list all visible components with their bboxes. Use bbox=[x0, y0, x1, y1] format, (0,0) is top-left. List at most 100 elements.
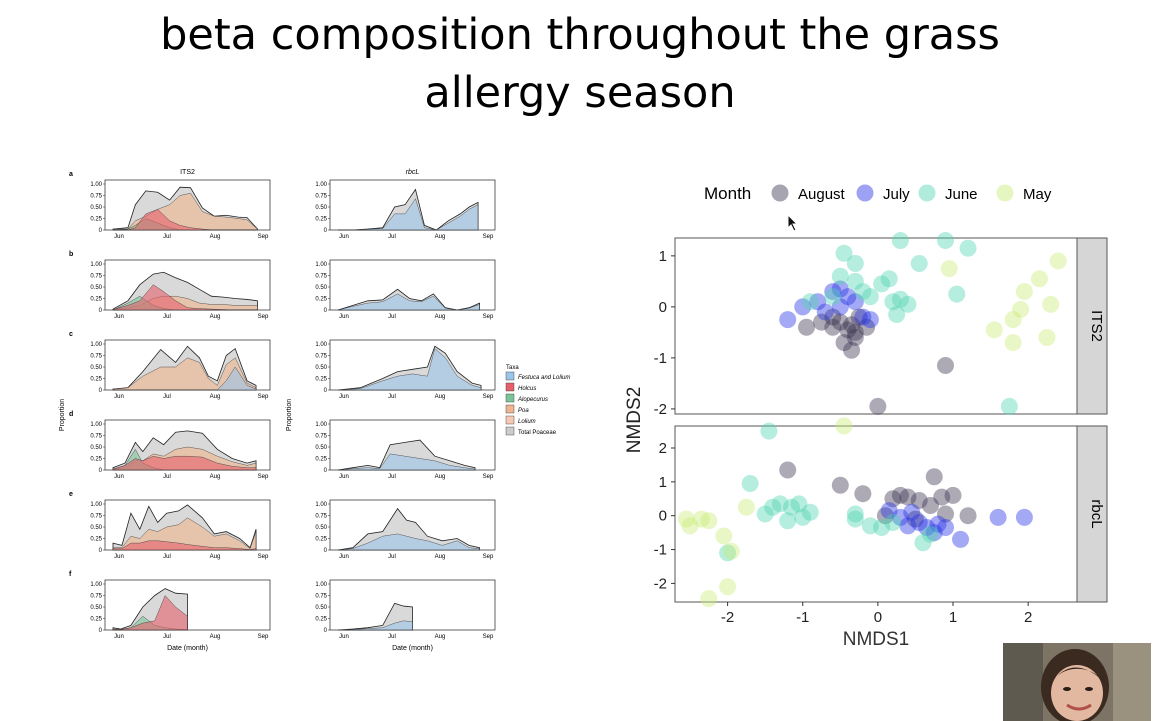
point-may bbox=[1015, 283, 1033, 301]
x-tick-label: 2 bbox=[1024, 609, 1032, 626]
point-june bbox=[899, 295, 917, 313]
point-may bbox=[1042, 295, 1060, 313]
row-label-c: c bbox=[69, 331, 73, 338]
point-august bbox=[824, 318, 842, 336]
point-may bbox=[700, 512, 718, 530]
y-tick-label: 0.25 bbox=[90, 537, 102, 543]
point-august bbox=[779, 461, 797, 479]
facet-frame bbox=[674, 237, 1078, 415]
row-label-a: a bbox=[69, 171, 73, 178]
point-june bbox=[921, 525, 939, 543]
panel-d-rbcl: 0 0.25 0.50 0.75 1.00 Jun Jul Aug Sep bbox=[315, 419, 496, 480]
point-july bbox=[918, 519, 936, 537]
point-june bbox=[719, 544, 737, 562]
x-tick-label: Jun bbox=[339, 474, 349, 480]
x-tick-label: Jun bbox=[114, 314, 124, 320]
area-holcus bbox=[112, 455, 257, 471]
x-tick-label: Jul bbox=[388, 234, 396, 240]
y-tick-label: 0.75 bbox=[90, 594, 102, 600]
y-tick-label: 0.75 bbox=[315, 194, 327, 200]
y-tick-label: 1.00 bbox=[315, 182, 327, 188]
point-august bbox=[944, 486, 962, 504]
taxa-legend: Taxa Festuca and Lolium Holcus Alopecurus Po… bbox=[505, 365, 570, 436]
area-total bbox=[337, 507, 480, 551]
point-july bbox=[952, 530, 970, 548]
point-june bbox=[891, 232, 909, 250]
x-tick-label: Jul bbox=[163, 314, 171, 320]
y-tick-label: 1.00 bbox=[90, 422, 102, 428]
point-august bbox=[813, 313, 831, 331]
x-tick-label: 0 bbox=[874, 609, 882, 626]
point-june bbox=[914, 534, 932, 552]
point-july bbox=[779, 311, 797, 329]
y-tick-label: 0.50 bbox=[90, 205, 102, 211]
y-tick-label: 1.00 bbox=[90, 262, 102, 268]
point-june bbox=[861, 517, 879, 535]
y-tick-label: -2 bbox=[654, 575, 667, 592]
x-tick-label: Aug bbox=[435, 234, 446, 240]
y-tick-label: 0.25 bbox=[315, 297, 327, 303]
legend-swatch bbox=[505, 404, 515, 414]
y-tick-label: 0.75 bbox=[90, 354, 102, 360]
y-tick-label: 0 bbox=[99, 228, 103, 234]
y-tick-label: 0.50 bbox=[315, 605, 327, 611]
y-tick-label: 0.75 bbox=[90, 194, 102, 200]
area-holcus bbox=[112, 595, 188, 631]
point-august bbox=[884, 490, 902, 508]
point-july bbox=[880, 502, 898, 520]
point-july bbox=[903, 503, 921, 521]
point-june bbox=[888, 306, 906, 324]
slide-title: beta composition throughout the grass al… bbox=[0, 6, 1160, 122]
point-june bbox=[764, 498, 782, 516]
panel-e-its2: 0 0.25 0.50 0.75 1.00 Jun Jul Aug Sep bbox=[90, 499, 271, 560]
point-august bbox=[858, 318, 876, 336]
area-festuca bbox=[337, 293, 480, 311]
point-may bbox=[1004, 334, 1022, 352]
point-may bbox=[835, 417, 853, 435]
area-holcus bbox=[113, 209, 258, 231]
y-tick-label: 0.25 bbox=[315, 217, 327, 223]
y-tick-label: 1.00 bbox=[315, 342, 327, 348]
legend-dot-august bbox=[771, 184, 789, 202]
point-august bbox=[835, 334, 853, 352]
legend-entry: Poa bbox=[518, 408, 529, 414]
y-tick-label: 1.00 bbox=[315, 582, 327, 588]
point-august bbox=[831, 313, 849, 331]
x-tick-label: Jul bbox=[388, 634, 396, 640]
x-tick-label: Jun bbox=[339, 634, 349, 640]
area-festuca bbox=[337, 453, 476, 471]
y-tick-label: 0 bbox=[99, 388, 103, 394]
y-tick-label: 1.00 bbox=[90, 342, 102, 348]
y-tick-label: 1.00 bbox=[315, 502, 327, 508]
y-tick-label: 0 bbox=[324, 308, 328, 314]
point-may bbox=[985, 321, 1003, 339]
legend-title: Taxa bbox=[506, 365, 519, 371]
x-axis-label: NMDS1 bbox=[843, 629, 910, 650]
legend-dot-june bbox=[918, 184, 936, 202]
y-tick-label: 0.25 bbox=[315, 377, 327, 383]
panel-c-rbcl: 0 0.25 0.50 0.75 1.00 Jun Jul Aug Sep bbox=[315, 339, 496, 400]
y-tick-label: 0.75 bbox=[315, 594, 327, 600]
point-june bbox=[1000, 397, 1018, 415]
y-tick-label: -1 bbox=[654, 542, 667, 559]
point-may bbox=[677, 510, 695, 528]
y-tick-label: 0.50 bbox=[315, 525, 327, 531]
y-tick-label: 0.25 bbox=[315, 457, 327, 463]
y-axis-label-left: Proportion bbox=[59, 399, 66, 431]
legend-entry: Total Poaceae bbox=[518, 430, 557, 436]
facet-its2: ITS2 -2 -1 0 1 bbox=[654, 232, 1108, 418]
y-tick-label: 1.00 bbox=[315, 262, 327, 268]
facet-strip bbox=[1076, 425, 1108, 603]
x-tick-label: Sep bbox=[483, 474, 494, 480]
y-tick-label: 0.25 bbox=[315, 537, 327, 543]
point-august bbox=[937, 505, 955, 523]
legend-entry: Alopecurus bbox=[517, 397, 548, 403]
y-tick-label: 0.75 bbox=[315, 434, 327, 440]
point-june bbox=[910, 255, 928, 273]
area-festuca bbox=[337, 348, 482, 391]
point-june bbox=[846, 510, 864, 528]
y-tick-label: 0 bbox=[99, 308, 103, 314]
point-june bbox=[760, 422, 778, 440]
point-june bbox=[846, 272, 864, 290]
point-august bbox=[937, 357, 955, 375]
